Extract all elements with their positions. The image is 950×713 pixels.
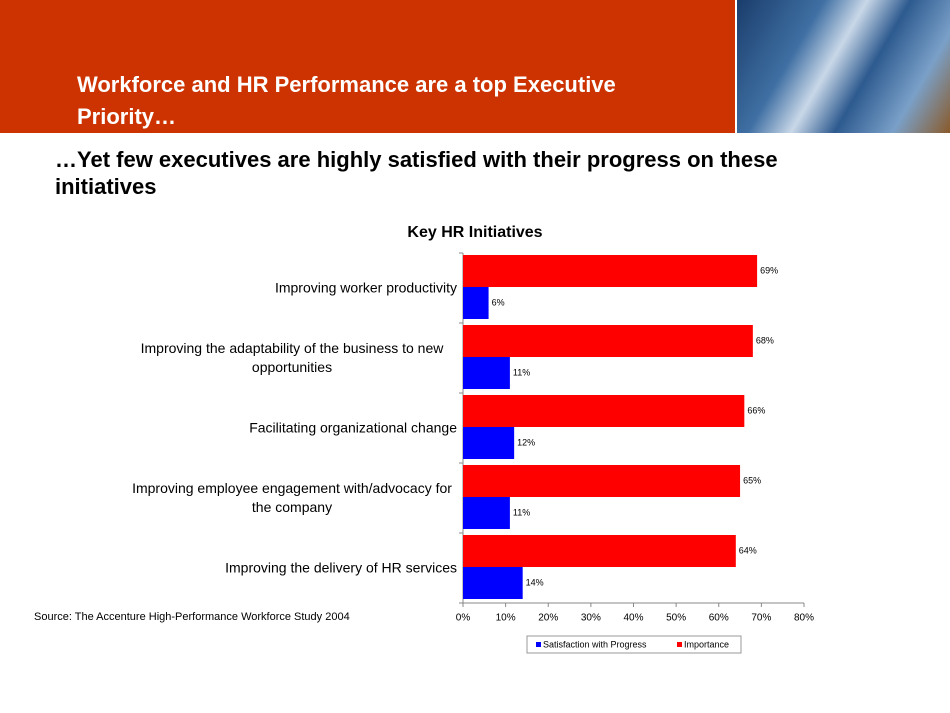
bar xyxy=(463,535,736,567)
header-photo xyxy=(737,0,950,133)
category-text: Facilitating organizational change xyxy=(249,419,457,436)
bar xyxy=(463,395,745,427)
legend-swatch xyxy=(536,642,541,647)
category-text: Improving employee engagement with/advoc… xyxy=(132,480,452,515)
value-label: 11% xyxy=(513,507,530,517)
value-label: 65% xyxy=(743,475,761,485)
value-label: 66% xyxy=(747,405,765,415)
bar xyxy=(463,427,515,459)
chart-title: Key HR Initiatives xyxy=(407,224,542,241)
x-tick-label: 30% xyxy=(581,613,601,624)
legend-label: Importance xyxy=(684,639,729,649)
bar xyxy=(463,287,489,319)
legend-label: Satisfaction with Progress xyxy=(543,639,647,649)
bar xyxy=(463,325,753,357)
value-label: 14% xyxy=(526,577,544,587)
category-label: Improving the delivery of HR services xyxy=(127,559,457,578)
value-label: 64% xyxy=(739,545,757,555)
value-label: 69% xyxy=(760,265,778,275)
x-tick-label: 60% xyxy=(709,613,729,624)
category-label: Improving the adaptability of the busine… xyxy=(127,339,457,377)
banner xyxy=(0,0,735,133)
slide-subtitle: …Yet few executives are highly satisfied… xyxy=(55,147,778,199)
category-text: Improving the delivery of HR services xyxy=(225,559,457,576)
bar xyxy=(463,357,510,389)
category-text: Improving the adaptability of the busine… xyxy=(140,340,444,375)
bar xyxy=(463,567,523,599)
x-tick-label: 0% xyxy=(456,613,471,624)
category-label: Improving employee engagement with/advoc… xyxy=(127,479,457,517)
bar xyxy=(463,497,510,529)
value-label: 6% xyxy=(492,297,505,307)
x-tick-label: 70% xyxy=(751,613,771,624)
legend-box xyxy=(526,635,742,654)
x-tick-label: 10% xyxy=(496,613,516,624)
category-text: Improving worker productivity xyxy=(274,279,457,296)
x-tick-label: 40% xyxy=(623,613,643,624)
value-label: 11% xyxy=(513,367,530,377)
category-label: Facilitating organizational change xyxy=(127,419,457,438)
bar xyxy=(463,465,741,497)
slide-title: Workforce and HR Performance are a top E… xyxy=(77,72,616,129)
x-tick-label: 20% xyxy=(538,613,558,624)
value-label: 68% xyxy=(756,335,774,345)
bar xyxy=(463,255,758,287)
x-tick-label: 50% xyxy=(666,613,686,624)
value-label: 12% xyxy=(517,437,535,447)
x-tick-label: 80% xyxy=(794,613,814,624)
legend-swatch xyxy=(677,642,682,647)
category-label: Improving worker productivity xyxy=(127,279,457,298)
source-note: Source: The Accenture High-Performance W… xyxy=(34,611,350,623)
